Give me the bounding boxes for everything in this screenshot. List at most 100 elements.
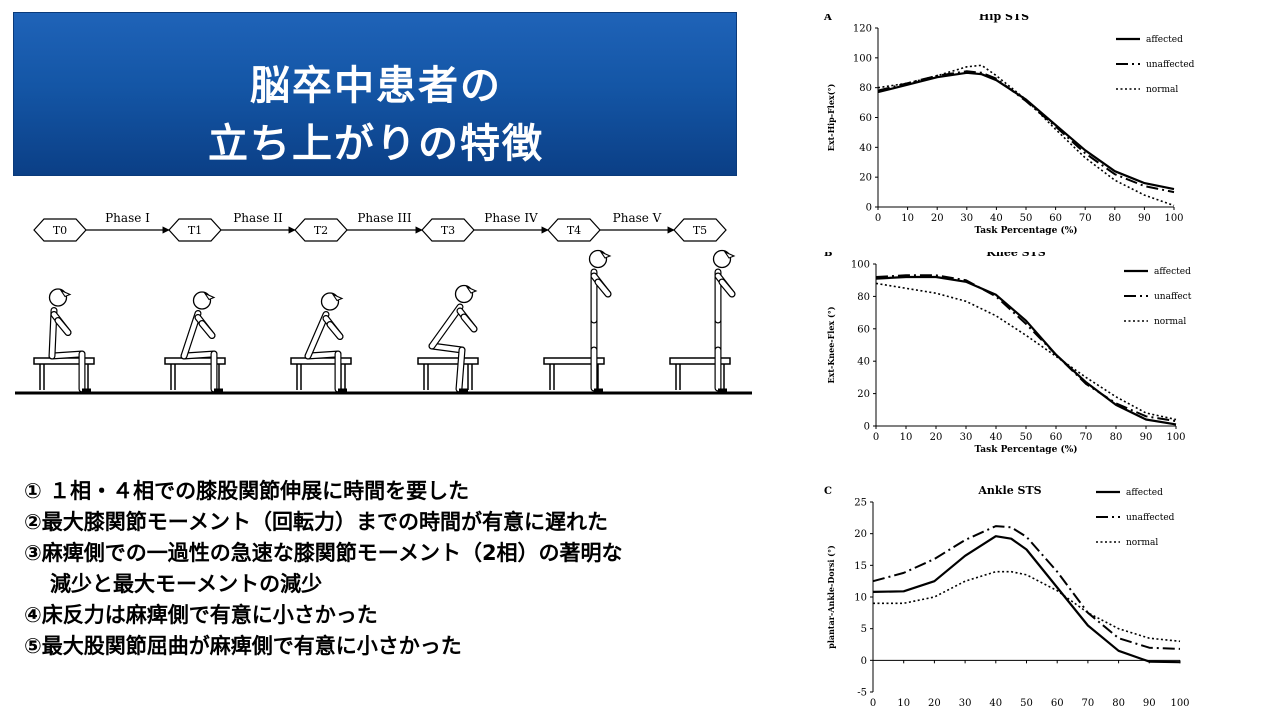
x-tick-label: 60 (1050, 432, 1063, 443)
x-tick-label: 60 (1049, 213, 1062, 224)
finding-4: ④床反力は麻痺側で有意に小さかった (24, 603, 378, 627)
seated-person-figure (48, 288, 91, 393)
legend-label: normal (1154, 317, 1186, 327)
stool-icon (290, 357, 352, 391)
y-tick-label: 40 (857, 357, 870, 368)
x-tick-label: 80 (1110, 432, 1123, 443)
x-tick-label: 90 (1138, 213, 1151, 224)
phase-label: Phase V (613, 211, 662, 225)
findings-list: ① １相・４相での膝股関節伸展に時間を要した ②最大膝関節モーメント（回転力）ま… (24, 476, 824, 662)
x-tick-label: 30 (959, 698, 972, 708)
x-tick-label: 100 (1166, 432, 1185, 443)
y-tick-label: 80 (857, 292, 870, 303)
x-tick-label: 0 (873, 432, 879, 443)
y-tick-label: 20 (857, 389, 870, 400)
time-point-node-t0 (33, 218, 87, 242)
time-point-node-t5 (673, 218, 727, 242)
x-axis-label: Task Percentage (%) (974, 225, 1077, 236)
series-line-affected (877, 71, 1175, 191)
series-line-unaffected (872, 525, 1181, 650)
finding-1: ① １相・４相での膝股関節伸展に時間を要した (24, 479, 470, 503)
x-tick-label: 40 (989, 698, 1002, 708)
x-tick-label: 80 (1112, 698, 1125, 708)
x-tick-label: 30 (960, 432, 973, 443)
stool-icon (417, 357, 479, 391)
x-tick-label: 0 (870, 698, 876, 708)
x-tick-label: 70 (1079, 213, 1092, 224)
time-point-label: T2 (314, 224, 328, 237)
phase-label: Phase IV (484, 211, 538, 225)
x-tick-label: 20 (931, 213, 944, 224)
x-tick-label: 50 (1020, 213, 1033, 224)
legend-label: unaffected (1126, 513, 1175, 523)
time-point-label: T5 (693, 224, 707, 237)
y-tick-label: 25 (854, 498, 867, 509)
legend-label: normal (1126, 538, 1158, 548)
y-tick-label: 80 (859, 83, 872, 94)
seated-person-figure (304, 292, 347, 393)
x-tick-label: 80 (1108, 213, 1121, 224)
series-line-affected (872, 535, 1181, 664)
y-tick-label: 120 (853, 24, 872, 35)
time-point-node-t3 (421, 218, 475, 242)
panel-letter: A (823, 14, 832, 23)
x-tick-label: 100 (1164, 213, 1183, 224)
y-axis-label: plantar-Ankle-Dorsi (°) (826, 545, 836, 649)
legend-label: affected (1146, 35, 1183, 45)
series-line-normal (873, 570, 1181, 643)
y-tick-label: 20 (854, 529, 867, 540)
finding-3-continued: 減少と最大モーメントの減少 (50, 572, 323, 596)
y-tick-label: -5 (857, 688, 867, 699)
standing-person-figure (588, 249, 612, 392)
y-tick-label: 0 (861, 656, 867, 667)
seated-person-figure (428, 284, 478, 393)
x-tick-label: 10 (901, 213, 914, 224)
hip-sts-chart: A Hip STS 0 20 40 60 80 100 120 0 10 20 30 40 50 60 70 80… (823, 14, 1195, 236)
legend-label: normal (1146, 85, 1178, 95)
x-tick-label: 70 (1080, 432, 1093, 443)
phase-label: Phase I (105, 211, 150, 225)
legend-label: unaffected (1146, 60, 1195, 70)
legend-label: affected (1154, 267, 1191, 277)
y-tick-label: 0 (864, 422, 870, 433)
y-tick-label: 60 (857, 324, 870, 335)
sit-to-stand-phase-diagram: T0 T1 T2 T3 T4 T5 Phase I Phase II Phase III Pha… (15, 211, 752, 395)
series-line-unaffect (875, 274, 1177, 423)
y-tick-label: 60 (859, 113, 872, 124)
time-point-node-t4 (547, 218, 601, 242)
y-axis-label: Ext-Hip-Flex(°) (826, 84, 836, 152)
y-tick-label: 20 (859, 173, 872, 184)
x-tick-label: 0 (875, 213, 881, 224)
title-line-1: 脳卒中患者の (250, 63, 502, 109)
y-tick-label: 100 (853, 53, 872, 64)
time-point-label: T4 (567, 224, 581, 237)
time-point-label: T3 (441, 224, 455, 237)
finding-3: ③麻痺側での一過性の急速な膝関節モーメント（2相）の著明な (24, 541, 623, 565)
series-line-normal (877, 64, 1175, 207)
x-tick-label: 90 (1140, 432, 1153, 443)
y-tick-label: 10 (854, 593, 867, 604)
phase-label: Phase II (233, 211, 283, 225)
panel-letter: C (824, 486, 832, 497)
time-point-node-t2 (294, 218, 348, 242)
time-point-label: T0 (53, 224, 67, 237)
time-point-node-t1 (168, 218, 222, 242)
x-tick-label: 30 (960, 213, 973, 224)
title-banner: 脳卒中患者の 立ち上がりの特徴 (13, 12, 737, 176)
y-tick-label: 100 (851, 260, 870, 271)
finding-2: ②最大膝関節モーメント（回転力）までの時間が有意に遅れた (24, 510, 608, 534)
x-tick-label: 20 (928, 698, 941, 708)
legend-label: affected (1126, 488, 1163, 498)
x-tick-label: 90 (1143, 698, 1156, 708)
time-point-label: T1 (188, 224, 202, 237)
phase-label: Phase III (357, 211, 412, 225)
x-tick-label: 20 (930, 432, 943, 443)
y-tick-label: 15 (854, 561, 867, 572)
chart-title: Hip STS (979, 14, 1029, 23)
y-tick-label: 0 (866, 203, 872, 214)
x-tick-label: 100 (1170, 698, 1189, 708)
x-tick-label: 60 (1051, 698, 1064, 708)
legend-label: unaffect (1154, 292, 1192, 302)
x-tick-label: 10 (897, 698, 910, 708)
chart-title: Knee STS (986, 252, 1046, 259)
